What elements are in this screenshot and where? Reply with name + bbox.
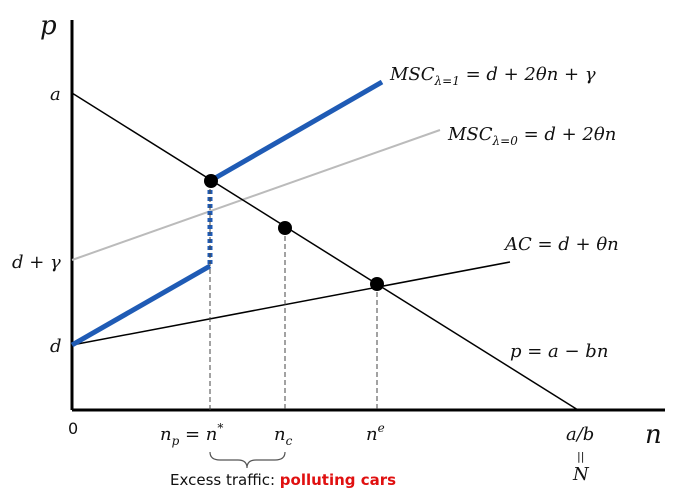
label-part: n	[160, 424, 172, 445]
label-part: = d + 2θn	[518, 124, 616, 145]
caption: Excess traffic: polluting cars	[170, 471, 396, 489]
equilibrium-point	[204, 174, 218, 188]
label-part: c	[286, 434, 293, 448]
y-label: a	[50, 84, 61, 105]
y-label: d	[50, 336, 62, 357]
curve-label: MSCλ=1 = d + 2θn + γ	[389, 64, 596, 88]
demand-line	[71, 92, 579, 411]
msc-segment	[70, 263, 212, 348]
equilibrium-point	[370, 277, 384, 291]
label-part: = n	[179, 424, 217, 445]
label-part: *	[217, 421, 223, 435]
x-axis-label: n	[645, 420, 662, 450]
caption-highlight: polluting cars	[280, 471, 396, 489]
label-part: n	[366, 424, 378, 445]
label-part: n	[274, 424, 286, 445]
x-label: ||	[577, 450, 584, 463]
curve-label: AC = d + θn	[503, 234, 619, 255]
equilibrium-point	[278, 221, 292, 235]
msc1-line	[208, 79, 384, 184]
y-axis-label: p	[40, 11, 57, 41]
label-part: MSC	[447, 124, 493, 145]
label-part: MSC	[389, 64, 435, 85]
curve-label: MSCλ=0 = d + 2θn	[447, 124, 616, 148]
origin-label: 0	[68, 419, 78, 438]
ac-line	[71, 261, 511, 346]
caption-text: Excess traffic:	[170, 471, 280, 489]
label-part: λ=0	[492, 134, 519, 148]
curve-label: p = a − bn	[510, 341, 608, 362]
x-label: N	[572, 464, 590, 485]
x-label: ne	[366, 421, 385, 445]
label-part: e	[378, 421, 385, 435]
msc0-line	[71, 129, 441, 261]
label-part: p	[172, 434, 180, 448]
x-label: nc	[274, 424, 293, 448]
y-label: d + γ	[12, 252, 61, 273]
label-part: = d + 2θn + γ	[460, 64, 596, 85]
brace	[209, 451, 286, 469]
x-label: np = n*	[160, 421, 223, 448]
label-part: λ=1	[434, 74, 460, 88]
x-label: a/b	[566, 424, 594, 445]
